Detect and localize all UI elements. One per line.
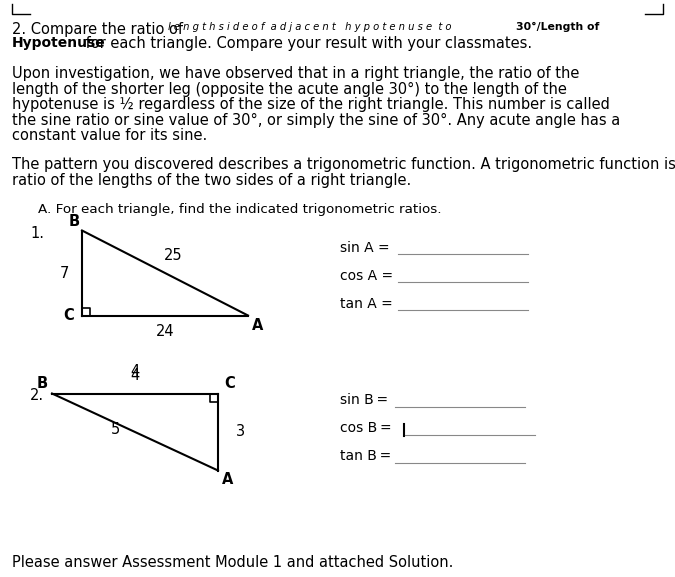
Text: B: B: [69, 213, 80, 228]
Text: A: A: [222, 473, 234, 488]
Text: length of the shorter leg (opposite the acute angle 30°) to the length of the: length of the shorter leg (opposite the …: [12, 81, 567, 96]
Text: the sine ratio or sine value of 30°, or simply the sine of 30°. Any acute angle : the sine ratio or sine value of 30°, or …: [12, 113, 620, 128]
Text: 2.: 2.: [30, 388, 44, 403]
Text: 24: 24: [156, 324, 174, 339]
Text: 4: 4: [130, 369, 140, 384]
Text: tan B =: tan B =: [340, 449, 391, 463]
Text: cos A =: cos A =: [340, 268, 393, 283]
Text: 1.: 1.: [30, 226, 44, 241]
Text: Please answer Assessment Module 1 and attached Solution.: Please answer Assessment Module 1 and at…: [12, 555, 454, 570]
Text: for each triangle. Compare your result with your classmates.: for each triangle. Compare your result w…: [81, 36, 532, 51]
Text: 5: 5: [111, 422, 120, 437]
Text: tan A =: tan A =: [340, 297, 393, 310]
Text: hypotenuse is ½ regardless of the size of the right triangle. This number is cal: hypotenuse is ½ regardless of the size o…: [12, 97, 610, 112]
Text: A. For each triangle, find the indicated trigonometric ratios.: A. For each triangle, find the indicated…: [38, 203, 441, 215]
Text: 3: 3: [236, 425, 245, 440]
Text: Upon investigation, we have observed that in a right triangle, the ratio of the: Upon investigation, we have observed tha…: [12, 66, 579, 81]
Text: Hypotenuse: Hypotenuse: [12, 36, 106, 50]
Text: A: A: [252, 317, 263, 332]
Text: constant value for its sine.: constant value for its sine.: [12, 128, 207, 143]
Text: 4: 4: [130, 365, 140, 380]
Text: 25: 25: [163, 248, 182, 263]
Text: C: C: [63, 308, 74, 323]
Text: 30°/Length of: 30°/Length of: [516, 22, 599, 32]
Text: C: C: [224, 377, 235, 392]
Text: sin B =: sin B =: [340, 394, 388, 407]
Text: B: B: [37, 377, 48, 392]
Text: The pattern you discovered describes a trigonometric function. A trigonometric f: The pattern you discovered describes a t…: [12, 158, 675, 173]
Text: 7: 7: [59, 265, 69, 280]
Text: ratio of the lengths of the two sides of a right triangle.: ratio of the lengths of the two sides of…: [12, 173, 411, 188]
Text: 2. Compare the ratio of: 2. Compare the ratio of: [12, 22, 188, 37]
Text: sin A =: sin A =: [340, 241, 389, 254]
Text: cos B =: cos B =: [340, 422, 391, 436]
Text: l e n g t h s i d e o f  a d j a c e n t   h y p o t e n u s e  t o: l e n g t h s i d e o f a d j a c e n t …: [168, 22, 452, 32]
